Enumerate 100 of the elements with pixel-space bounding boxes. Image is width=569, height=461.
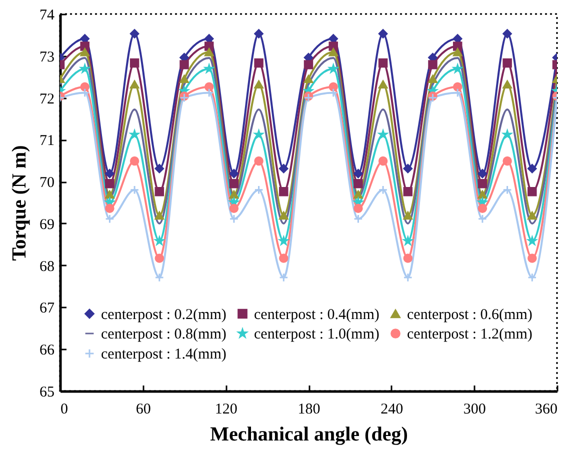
point	[328, 48, 338, 56]
point	[502, 185, 512, 195]
point	[130, 185, 140, 195]
point	[354, 168, 363, 178]
point	[354, 214, 363, 224]
x-tick-label: 240	[380, 402, 404, 418]
x-tick-label: 120	[214, 402, 238, 418]
point	[229, 179, 239, 188]
point	[478, 204, 488, 213]
point	[378, 185, 388, 195]
point	[528, 186, 537, 196]
point	[154, 254, 164, 263]
point	[528, 164, 537, 174]
point	[378, 29, 388, 38]
y-tick-label: 68	[40, 258, 54, 275]
x-tick-label: 300	[463, 402, 486, 418]
point	[403, 211, 413, 220]
y-tick-label: 69	[40, 216, 54, 233]
point	[354, 204, 363, 213]
legend-label: centerpost : 0.6(mm)	[407, 306, 532, 323]
point	[154, 186, 164, 196]
point	[478, 168, 488, 178]
point	[154, 164, 164, 174]
y-tick-label: 71	[40, 133, 54, 150]
point	[204, 42, 214, 51]
point	[204, 48, 214, 56]
point	[502, 156, 512, 166]
point	[403, 164, 413, 174]
point	[180, 74, 189, 84]
y-tick-label: 74	[40, 8, 55, 24]
point	[403, 254, 413, 263]
point	[80, 82, 90, 92]
y-tick-label: 73	[40, 49, 54, 66]
point	[279, 272, 288, 282]
point	[452, 48, 462, 56]
y-tick-label: 67	[40, 300, 55, 317]
point	[105, 204, 114, 213]
point	[204, 82, 214, 92]
point	[130, 156, 140, 166]
point	[105, 179, 114, 188]
x-tick-label: 360	[535, 402, 558, 418]
point	[279, 164, 288, 174]
point	[154, 211, 164, 220]
point	[403, 186, 413, 196]
y-tick-label: 65	[40, 384, 54, 400]
y-tick-label: 66	[40, 342, 55, 359]
point	[130, 58, 140, 68]
point	[328, 42, 338, 51]
point	[354, 179, 363, 188]
point	[279, 186, 288, 196]
point	[229, 190, 239, 199]
point	[528, 254, 537, 263]
point	[180, 60, 189, 70]
point	[452, 42, 462, 51]
point	[105, 168, 114, 178]
point	[279, 211, 288, 220]
point	[80, 42, 90, 51]
x-tick-label: 0	[60, 402, 68, 418]
point	[378, 80, 388, 88]
point	[528, 272, 537, 282]
point	[478, 179, 488, 188]
point	[452, 82, 462, 92]
point	[254, 29, 264, 38]
point	[105, 214, 114, 224]
y-tick-label: 70	[40, 175, 54, 192]
point	[502, 58, 512, 68]
point	[229, 168, 239, 178]
point	[80, 48, 90, 56]
point	[478, 190, 488, 199]
point	[328, 82, 338, 92]
legend-label: centerpost : 0.8(mm)	[101, 326, 226, 342]
point	[502, 29, 512, 38]
legend-label: centerpost : 0.2(mm)	[101, 306, 226, 323]
point	[452, 34, 462, 44]
legend-label: centerpost : 1.0(mm)	[254, 326, 380, 342]
x-tick-label: 180	[298, 402, 320, 418]
point	[378, 58, 388, 68]
point	[502, 80, 512, 88]
point	[403, 272, 413, 282]
y-tick-label: 72	[40, 91, 54, 108]
point	[130, 29, 140, 38]
point	[428, 74, 438, 84]
point	[254, 58, 264, 68]
point	[154, 272, 164, 282]
point	[254, 80, 264, 88]
point	[378, 156, 388, 166]
point	[204, 34, 214, 44]
point	[304, 60, 314, 70]
x-axis-title: Mechanical angle (deg)	[210, 424, 408, 446]
legend-label: centerpost : 1.4(mm)	[101, 346, 226, 362]
y-axis-title: Torque (N m)	[8, 145, 30, 261]
point	[528, 211, 537, 220]
point	[229, 214, 239, 224]
point	[254, 185, 264, 195]
point	[105, 190, 114, 199]
point	[354, 190, 363, 199]
point	[304, 74, 314, 84]
point	[229, 204, 239, 213]
point	[478, 214, 488, 224]
x-tick-label: 60	[136, 402, 151, 418]
